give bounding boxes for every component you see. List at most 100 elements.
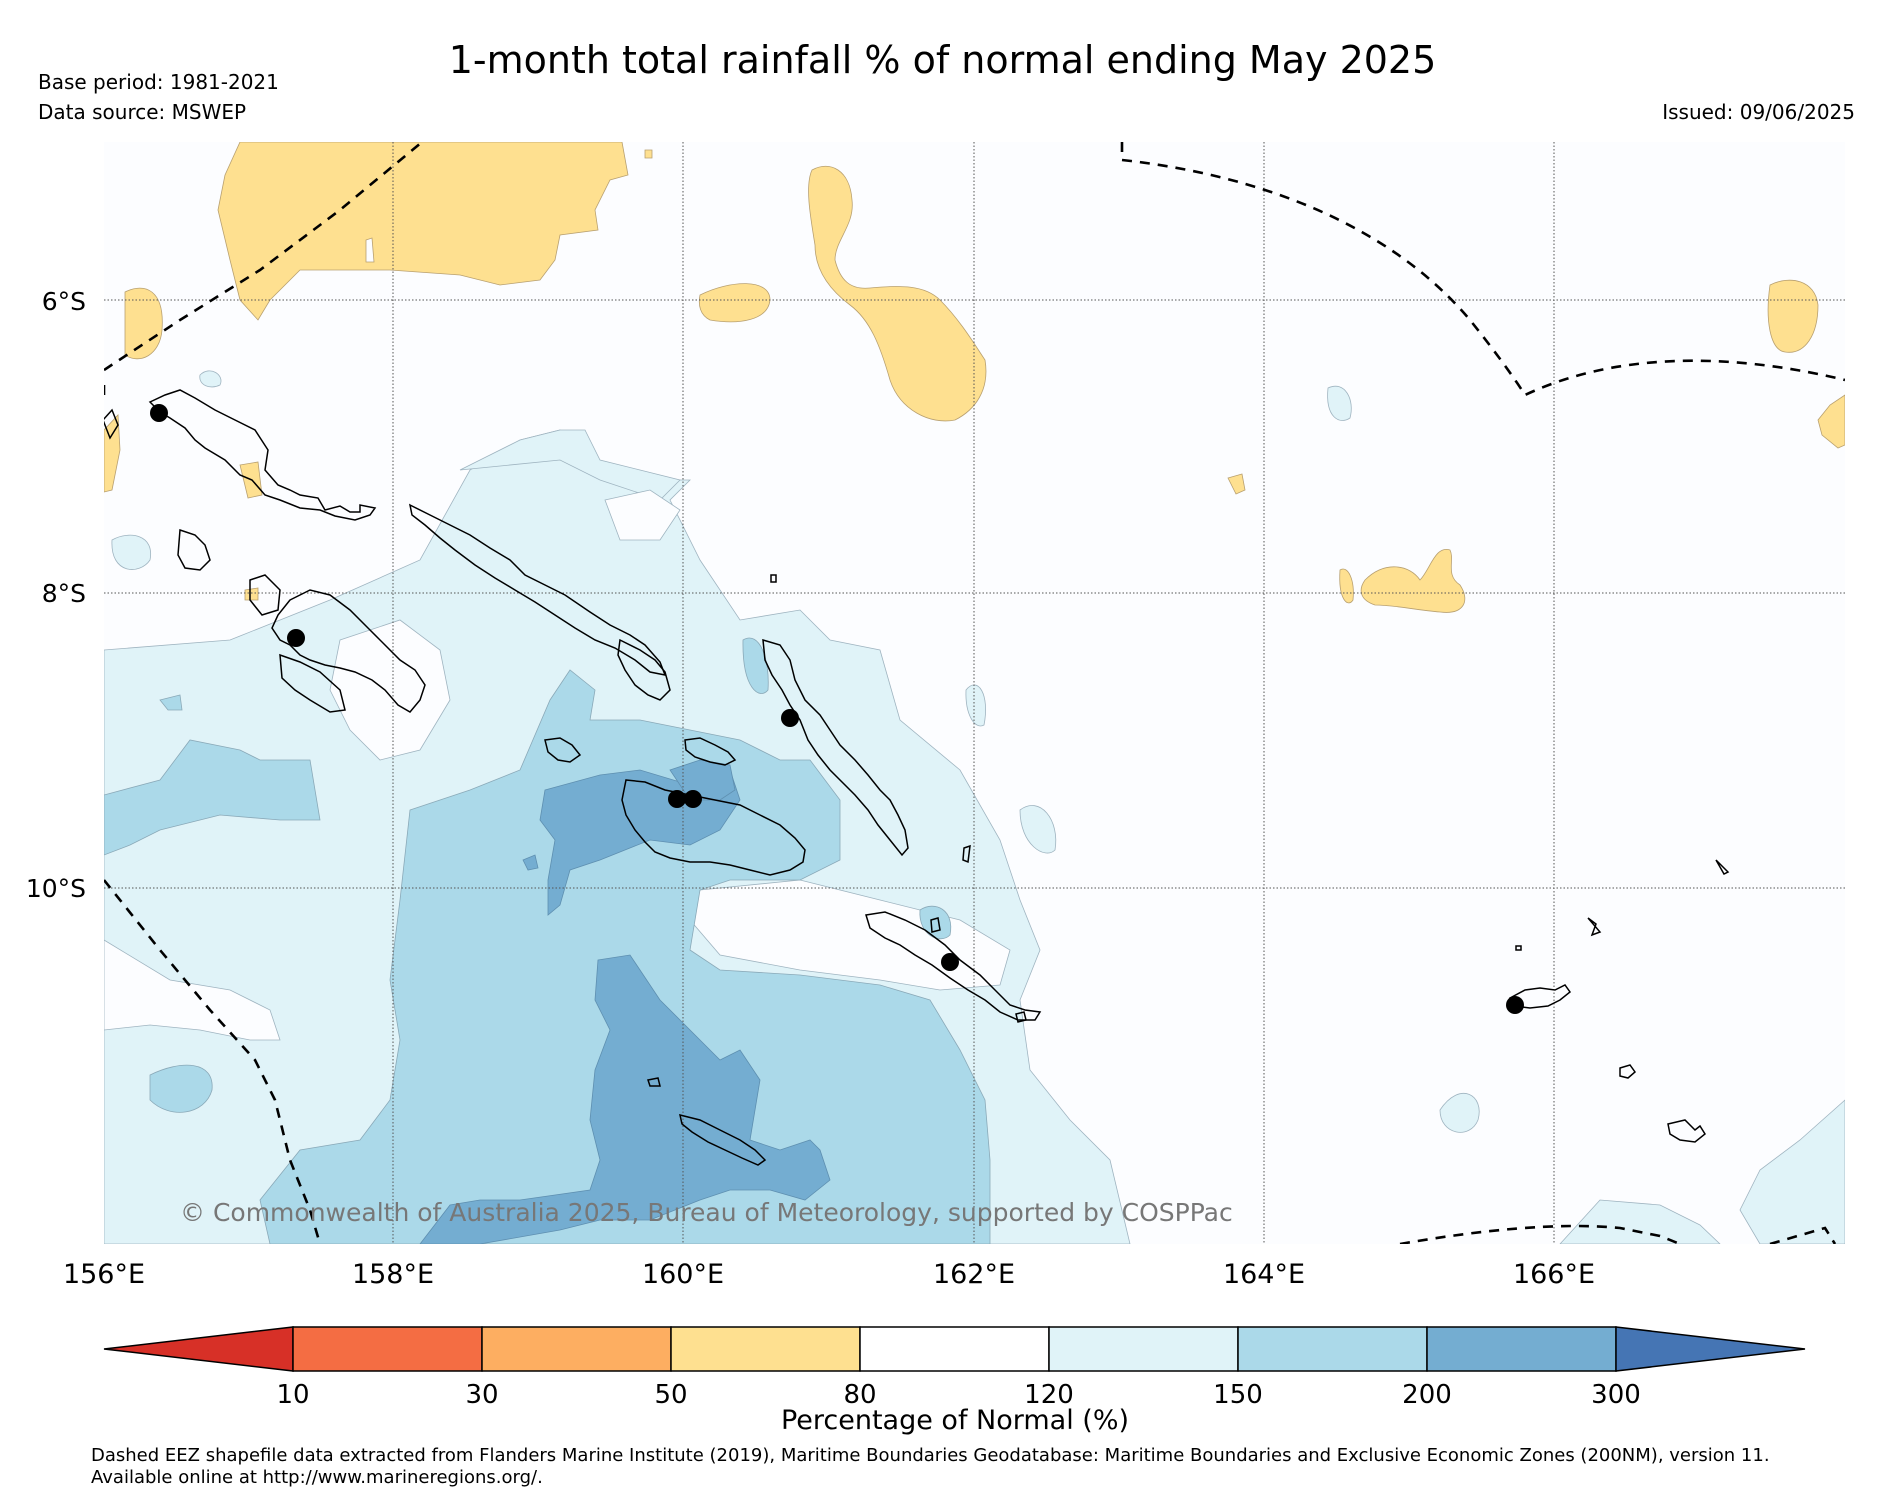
colorbar-bin-50-80 — [670, 1326, 861, 1372]
coastline-utupua — [1619, 1064, 1637, 1079]
data-source-label: Data source: MSWEP — [38, 100, 247, 124]
contour-120-150-isle-b — [1327, 385, 1352, 421]
contour-50-80-far-east-a — [1360, 549, 1466, 613]
site-marker-1 — [150, 404, 168, 422]
coastline-choiseul — [408, 503, 667, 677]
coastline-nggela — [684, 737, 737, 766]
site-marker-4 — [668, 790, 686, 808]
issued-date-label: Issued: 09/06/2025 — [1662, 100, 1855, 124]
site-marker-3 — [781, 709, 799, 727]
colorbar-bin-30-50 — [481, 1326, 672, 1372]
lat-label-8s: 8°S — [42, 579, 86, 608]
lon-label-156e: 156°E — [63, 1259, 145, 1290]
contour-200-300-south — [419, 954, 831, 1244]
contour-50-80-far-east-b — [1339, 568, 1354, 604]
contour-120-150-north — [459, 429, 681, 501]
contour-50-80-far-east-d — [1817, 394, 1845, 449]
contour-50-80-east-main — [808, 165, 987, 422]
lon-label-166e: 166°E — [1513, 1259, 1595, 1290]
colorbar-ticks: 10 30 50 80 120 150 200 300 — [276, 1380, 1640, 1410]
coastline-new-georgia-d — [279, 653, 346, 713]
eez-boundaries — [104, 142, 1845, 1244]
footnote-line-2: Available online at http://www.marinereg… — [91, 1467, 543, 1488]
contour-80-120-hole-c — [329, 619, 451, 761]
colorbar-title: Percentage of Normal (%) — [780, 1405, 1130, 1436]
site-marker-7 — [1506, 996, 1524, 1014]
contour-120-150-isle-c — [1019, 805, 1057, 854]
lon-label-164e: 164°E — [1223, 1259, 1305, 1290]
site-markers — [150, 404, 1524, 1014]
graticule — [104, 142, 1845, 1244]
chart-title: 1-month total rainfall % of normal endin… — [448, 38, 1437, 82]
contour-50-80-west-a — [124, 287, 163, 360]
contour-150-200-north — [742, 637, 769, 694]
contour-80-120-hole-b — [689, 879, 1011, 991]
coastline-santa-isabel — [617, 638, 671, 701]
coastline-vanikoro — [1667, 1119, 1706, 1143]
contour-120-150-isle-e — [111, 534, 152, 570]
colorbar-bin-150-200 — [1237, 1326, 1428, 1372]
colorbar — [103, 1326, 1806, 1372]
coastline-makira — [865, 911, 1042, 1021]
site-marker-6 — [941, 953, 959, 971]
colorbar-tick-50: 50 — [654, 1380, 687, 1410]
colorbar-tick-120: 120 — [1024, 1380, 1074, 1410]
contour-50-80-northwest — [217, 142, 629, 321]
contour-50-80-far-east-c — [1767, 279, 1819, 353]
coastline-new-georgia-b — [249, 574, 281, 616]
rainfall-contours — [104, 142, 1845, 1244]
footnote-line-1: Dashed EEZ shapefile data extracted from… — [91, 1445, 1770, 1466]
lat-label-10s: 10°S — [26, 874, 86, 903]
site-marker-2 — [287, 629, 305, 647]
coastline-isle-8 — [1515, 945, 1522, 951]
colorbar-extend-high — [1615, 1326, 1806, 1372]
contour-50-80-nw-hole — [365, 237, 375, 263]
contour-120-150-isle-a — [1439, 1092, 1480, 1133]
colorbar-bin-120-150 — [1048, 1326, 1239, 1372]
base-period-label: Base period: 1981-2021 — [38, 70, 279, 94]
coastline-isle-7 — [1715, 859, 1730, 875]
colorbar-tick-200: 200 — [1402, 1380, 1452, 1410]
lon-label-160e: 160°E — [642, 1259, 724, 1290]
colorbar-tick-300: 300 — [1591, 1380, 1641, 1410]
lat-label-6s: 6°S — [42, 287, 86, 316]
contour-120-150-east — [1739, 1099, 1845, 1244]
contour-50-80-tiny — [644, 149, 653, 159]
site-marker-5 — [684, 790, 702, 808]
contour-50-80-west-d — [244, 587, 259, 601]
coastline-isle-2 — [962, 844, 971, 864]
coastline-russell — [544, 737, 582, 763]
contour-120-150-isle-d — [965, 684, 986, 727]
contour-120-150-isle-f — [199, 370, 222, 388]
colorbar-bin-80-120 — [859, 1326, 1050, 1372]
contour-200-300-isle — [522, 854, 539, 871]
contour-120-150-southeast — [1559, 1199, 1721, 1244]
contour-150-200-west-b — [149, 1064, 213, 1113]
colorbar-tick-150: 150 — [1213, 1380, 1263, 1410]
eez-boundary-southeast — [1399, 1224, 1837, 1244]
coastline-guadalcanal — [621, 779, 806, 876]
eez-boundary-northeast — [1120, 142, 1845, 397]
lon-label-158e: 158°E — [352, 1259, 434, 1290]
colorbar-tick-10: 10 — [276, 1380, 309, 1410]
coastline-isle-6 — [1587, 917, 1602, 937]
coastline-bougainville — [148, 389, 377, 521]
copyright-notice: © Commonwealth of Australia 2025, Bureau… — [180, 1198, 1233, 1227]
colorbar-bin-10-30 — [292, 1326, 483, 1372]
coastline-isle-4 — [647, 1077, 661, 1087]
lon-label-162e: 162°E — [933, 1259, 1015, 1290]
contour-150-200-isle — [159, 694, 183, 711]
eez-boundary-northwest — [104, 142, 423, 372]
coastline-new-georgia-a — [177, 528, 211, 571]
colorbar-extend-low — [103, 1326, 294, 1372]
colorbar-bin-200-300 — [1426, 1326, 1617, 1372]
contour-80-120-hole-d — [604, 489, 681, 541]
colorbar-tick-30: 30 — [465, 1380, 498, 1410]
contour-50-80-east-isle — [1227, 473, 1246, 495]
coastlines — [104, 389, 1730, 1166]
eez-boundary-southwest — [104, 879, 322, 1244]
coastline-isle-5 — [930, 917, 941, 933]
colorbar-tick-80: 80 — [843, 1380, 876, 1410]
contour-80-120-hole-a — [104, 939, 281, 1041]
coastline-new-georgia-c — [271, 589, 426, 713]
